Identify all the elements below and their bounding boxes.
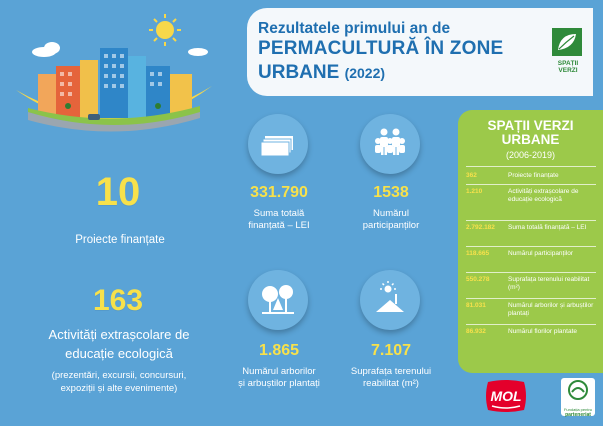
people-icon <box>360 114 420 174</box>
panel-row-label: Suprafața terenului reabilitat (m²) <box>508 276 590 291</box>
activities-label-2: educație ecologică <box>65 346 173 361</box>
participants-value: 1538 <box>373 184 409 201</box>
trees-label-1: Numărul arborilor <box>242 366 316 377</box>
money-icon <box>248 114 308 174</box>
activities-note-1: (prezentări, excursii, concursuri, <box>51 370 187 381</box>
partner-text-1: Fundația pentru <box>563 407 593 412</box>
logo-text-2: VERZI <box>558 67 578 74</box>
panel-divider <box>466 324 596 325</box>
panel-row-label: Proiecte finanțate <box>508 172 559 179</box>
panel-divider <box>466 220 596 221</box>
panel-row-label: Numărul florilor plantate <box>508 328 578 335</box>
spatii-verzi-panel <box>458 110 603 373</box>
title-urbane: URBANE <box>258 62 340 83</box>
area-value: 7.107 <box>370 342 412 359</box>
panel-row-value: 118.665 <box>466 250 490 257</box>
panel-row-value: 362 <box>466 172 477 179</box>
spatii-verzi-logo <box>552 28 582 56</box>
amount-value: 331.790 <box>250 184 308 201</box>
panel-row-value: 550.278 <box>466 276 490 283</box>
panel-divider <box>466 166 596 167</box>
amount-label-2: finanțată – LEI <box>248 220 310 231</box>
title-line-3: URBANE (2022) <box>258 62 385 84</box>
panel-row-value: 86.932 <box>466 328 486 335</box>
panel-row-value: 1.210 <box>466 188 483 195</box>
panel-divider <box>466 246 596 247</box>
panel-row-label: Numărul arborilor și arbuștilor plantați <box>508 302 594 317</box>
mol-logo-text: MOL <box>490 388 521 404</box>
panel-divider <box>466 298 596 299</box>
participants-label-2: participanților <box>362 220 420 231</box>
activities-value: 163 <box>92 284 144 317</box>
title-year: (2022) <box>344 65 386 81</box>
panel-row-value: 81.031 <box>466 302 486 309</box>
land-icon <box>360 270 420 330</box>
title-line-1: Rezultatele primului an de <box>258 20 451 37</box>
title-line-2: PERMACULTURĂ ÎN ZONE <box>258 38 504 59</box>
area-label-2: reabilitat (m²) <box>363 378 419 389</box>
trees-label-2: și arbuștilor plantați <box>238 378 320 389</box>
mol-logo: MOL <box>486 380 526 412</box>
trees-value: 1.865 <box>258 342 300 359</box>
partner-text-2: parteneriat <box>565 412 591 418</box>
panel-divider <box>466 272 596 273</box>
panel-title-1: SPAȚII VERZI <box>487 118 574 133</box>
panel-row-label: Activități extrașcolare de educație ecol… <box>508 188 579 203</box>
logo-text-1: SPAȚII <box>557 60 579 67</box>
panel-subtitle: (2006-2019) <box>505 150 556 160</box>
projects-value: 10 <box>95 170 141 214</box>
participants-label-1: Numărul <box>373 208 409 219</box>
trees-icon <box>248 270 308 330</box>
activities-note-2: expoziții și alte evenimente) <box>60 383 178 394</box>
panel-row-label: Suma totală finanțată – LEI <box>508 224 587 231</box>
header-card <box>247 8 593 96</box>
area-label-1: Suprafața terenului <box>350 366 432 377</box>
sun-icon <box>156 21 174 39</box>
panel-title: SPAȚII VERZI URBANE <box>462 119 599 147</box>
panel-row-label: Numărul participanților <box>508 250 574 257</box>
activities-label-1: Activități extrașcolare de <box>48 327 190 342</box>
panel-divider <box>466 184 596 185</box>
partner-logo: Fundația pentru parteneriat <box>561 378 595 418</box>
amount-label-1: Suma totală <box>253 208 305 219</box>
city-illustration <box>16 14 212 132</box>
panel-row-value: 2.792.182 <box>466 224 495 231</box>
logo-label: SPAȚII VERZI <box>548 60 588 74</box>
projects-label: Proiecte finanțate <box>75 234 165 246</box>
panel-title-2: URBANE <box>501 132 560 147</box>
